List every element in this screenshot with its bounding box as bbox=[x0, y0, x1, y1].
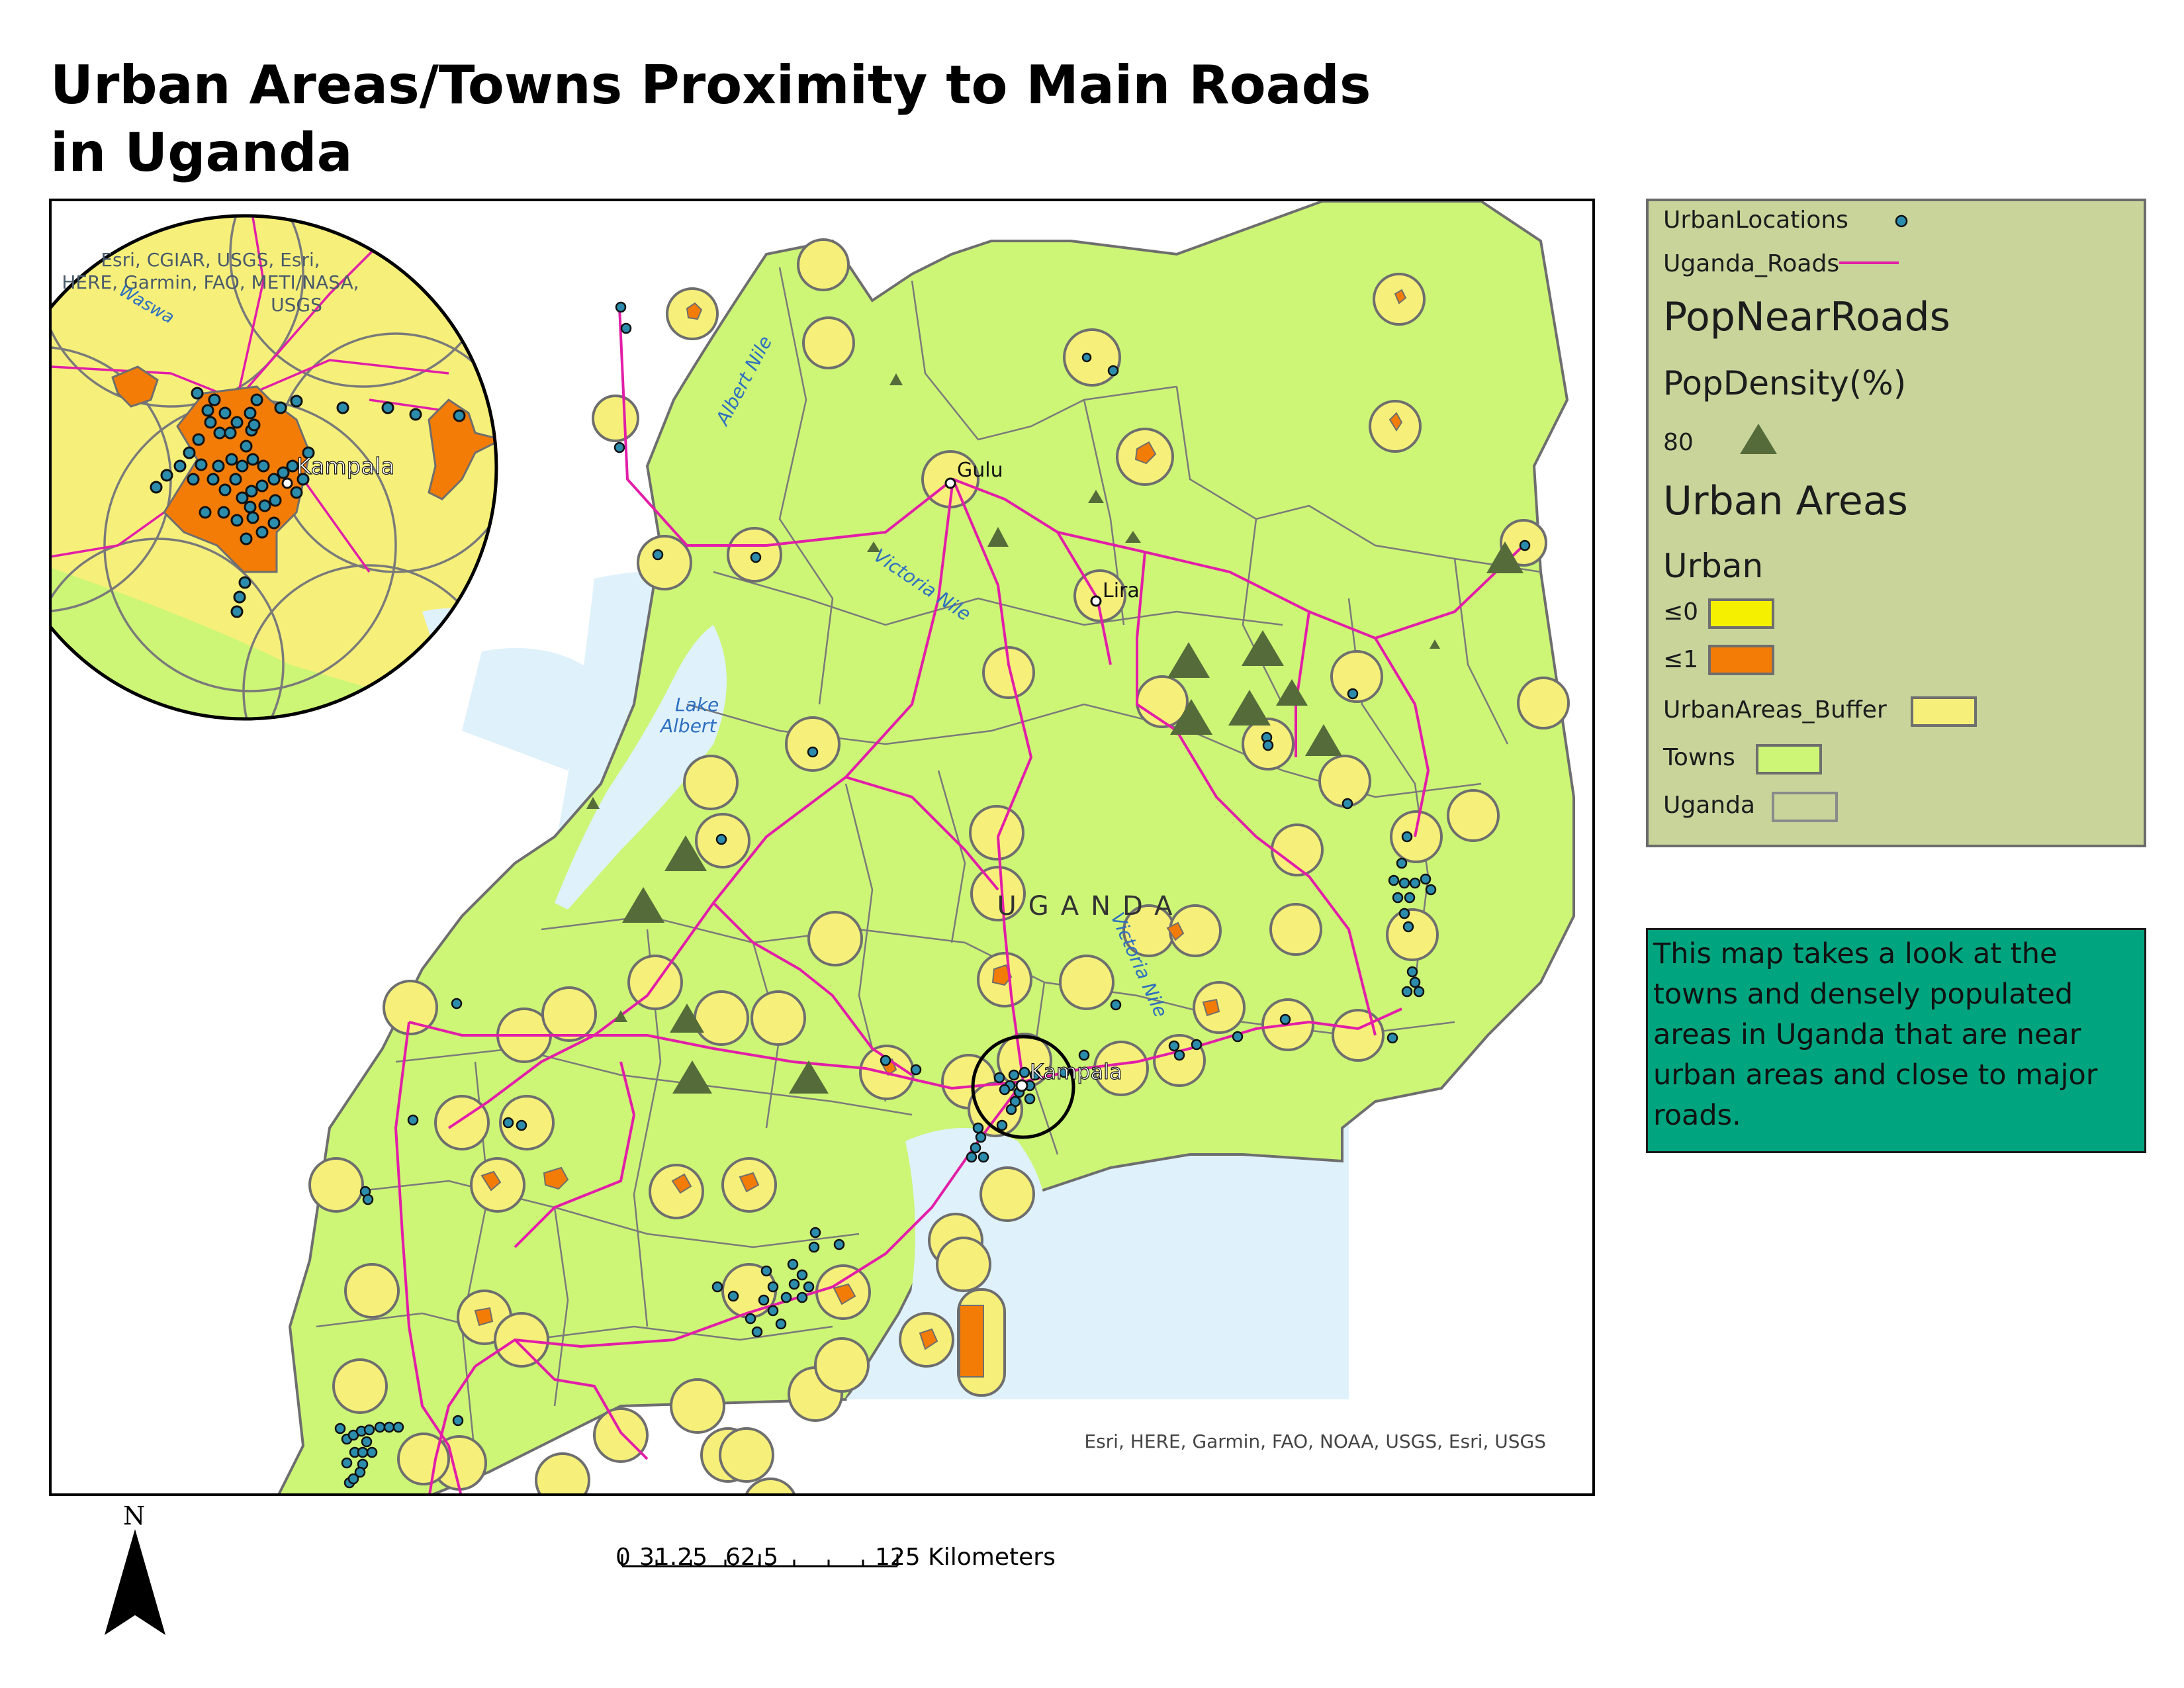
main-map[interactable]: Kampala Esri, CGIAR, USGS, Esri, HERE, G… bbox=[49, 199, 1595, 1496]
pop-density-triangles bbox=[586, 373, 1524, 1094]
kampala-label: Kampala bbox=[1030, 1059, 1122, 1084]
urban-area-buffers bbox=[308, 238, 1570, 1493]
urban-location-points bbox=[334, 301, 1531, 1489]
map-description: This map takes a look at the towns and d… bbox=[1646, 928, 2146, 1153]
scale-label-1: 31.25 bbox=[639, 1544, 708, 1571]
map-canvas: Kampala Esri, CGIAR, USGS, Esri, HERE, G… bbox=[52, 201, 1575, 1493]
legend-urban: Urban bbox=[1663, 547, 1764, 585]
inset-water bbox=[462, 648, 601, 771]
urban-location-swatch bbox=[1895, 214, 1908, 228]
inset-attribution-2: HERE, Garmin, FAO, METI/NASA, bbox=[62, 271, 359, 293]
lira-label: Lira bbox=[1103, 579, 1140, 602]
class-0-swatch bbox=[1708, 598, 1774, 629]
legend-pop-density: PopDensity(%) bbox=[1663, 364, 1907, 402]
legend-urban-areas: Urban Areas bbox=[1663, 478, 1908, 524]
lake-albert-label-1: Lake bbox=[675, 694, 719, 716]
legend: UrbanLocations Uganda_Roads PopNearRoads… bbox=[1646, 199, 2146, 847]
scale-bar bbox=[621, 1554, 899, 1568]
urban-areas bbox=[474, 289, 1407, 1378]
inset-locator bbox=[971, 1035, 1075, 1139]
legend-uganda: Uganda bbox=[1663, 792, 1755, 819]
lake-albert-label-2: Albert bbox=[659, 715, 717, 737]
inset-map bbox=[52, 216, 496, 719]
legend-class-0: ≤0 bbox=[1663, 598, 1699, 626]
road-network bbox=[394, 306, 1525, 1493]
inset-attribution-1: Esri, CGIAR, USGS, Esri, bbox=[101, 249, 320, 271]
legend-pop-density-value: 80 bbox=[1663, 429, 1694, 456]
towns-swatch bbox=[1756, 744, 1822, 774]
legend-towns: Towns bbox=[1663, 744, 1735, 771]
north-label: N bbox=[123, 1501, 146, 1530]
legend-class-1: ≤1 bbox=[1663, 646, 1699, 673]
country-label: UGANDA bbox=[997, 891, 1184, 921]
map-attribution: Esri, HERE, Garmin, FAO, NOAA, USGS, Esr… bbox=[1084, 1430, 1546, 1452]
legend-roads: Uganda_Roads bbox=[1663, 250, 1840, 277]
scale-label-0: 0 bbox=[615, 1544, 631, 1571]
road-swatch bbox=[1839, 261, 1899, 264]
class-1-swatch bbox=[1708, 645, 1774, 675]
scale-label-3: 125 Kilometers bbox=[875, 1544, 1056, 1571]
triangle-swatch bbox=[1740, 424, 1777, 454]
inset-attribution-3: USGS bbox=[271, 294, 322, 316]
uganda-swatch bbox=[1772, 792, 1838, 822]
legend-pop-near-roads: PopNearRoads bbox=[1663, 294, 1950, 340]
lira-marker bbox=[1090, 595, 1102, 607]
map-title: Urban Areas/Towns Proximity to Main Road… bbox=[50, 54, 1371, 183]
north-arrow-icon bbox=[105, 1529, 165, 1635]
city-markers bbox=[944, 477, 1102, 1092]
legend-buffer: UrbanAreas_Buffer bbox=[1663, 696, 1887, 724]
gulu-marker bbox=[944, 477, 956, 489]
kampala-marker bbox=[1015, 1079, 1028, 1092]
inset-city-label: Kampala bbox=[296, 453, 394, 480]
scale-label-2: 62.5 bbox=[725, 1544, 779, 1571]
gulu-label: Gulu bbox=[957, 459, 1003, 482]
buffer-swatch bbox=[1911, 696, 1977, 727]
legend-urban-locations: UrbanLocations bbox=[1663, 207, 1848, 234]
